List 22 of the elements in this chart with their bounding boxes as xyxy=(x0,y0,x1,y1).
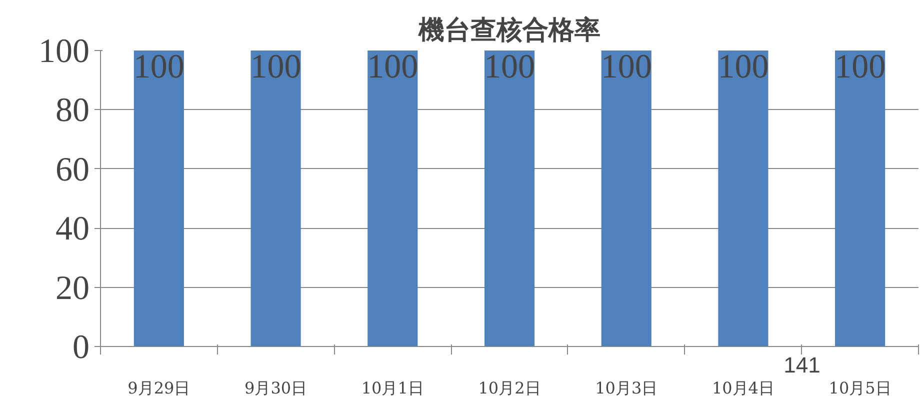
data-label: 100 xyxy=(250,48,302,86)
y-tick-label: 0 xyxy=(72,329,90,366)
y-tick-label: 100 xyxy=(38,33,90,70)
x-tick-label: 9月30日 xyxy=(244,378,308,398)
y-tick-label: 40 xyxy=(56,210,90,248)
x-tick-label: 10月1日 xyxy=(361,378,424,398)
x-tick-label: 10月2日 xyxy=(478,378,541,398)
x-tick-label: 10月5日 xyxy=(828,378,892,398)
data-label: 100 xyxy=(718,48,769,86)
data-label: 100 xyxy=(600,48,652,86)
x-tick-label: 9月29日 xyxy=(128,378,190,398)
chart-title: 機台查核合格率 xyxy=(418,16,600,46)
text: 141 xyxy=(784,352,820,378)
y-tick-label: 60 xyxy=(56,151,90,188)
y-tick-label: 20 xyxy=(56,270,90,307)
x-tick-label: 10月4日 xyxy=(712,378,774,398)
data-label: 100 xyxy=(834,48,886,86)
x-tick-label: 10月3日 xyxy=(595,378,658,398)
data-label: 100 xyxy=(484,48,535,86)
y-tick-label: 80 xyxy=(56,92,90,130)
data-label: 100 xyxy=(133,48,184,86)
data-label: 100 xyxy=(367,48,418,86)
